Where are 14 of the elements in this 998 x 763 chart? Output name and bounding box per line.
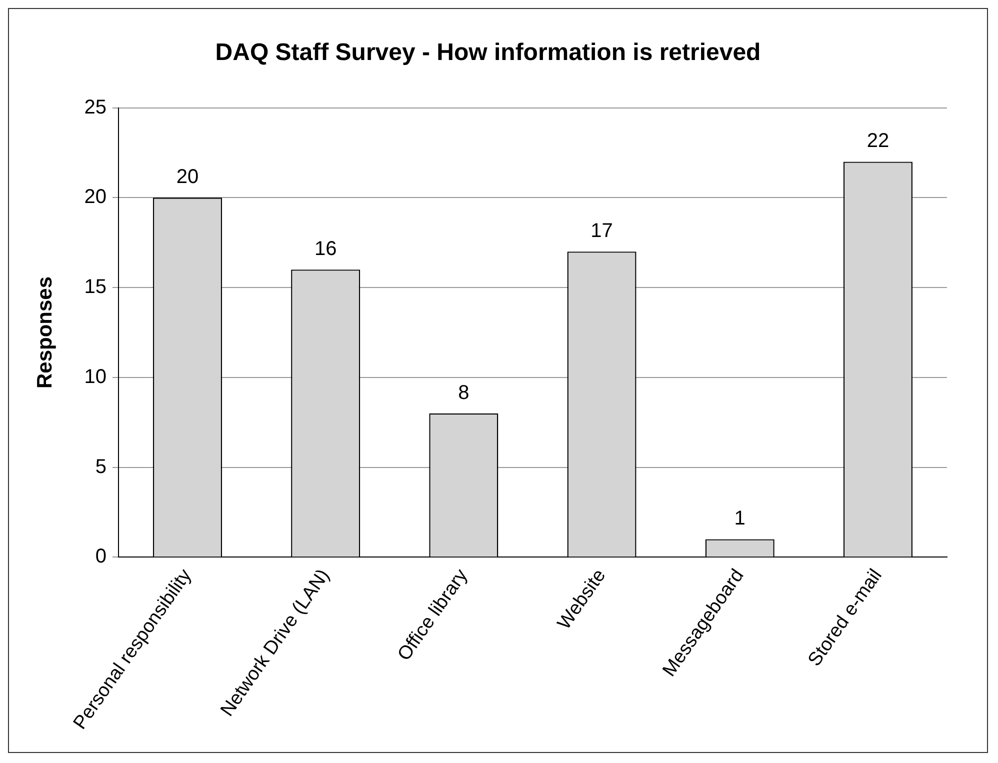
y-tick-label: 15 <box>84 276 106 298</box>
y-tick-label: 25 <box>84 96 106 118</box>
data-label: 17 <box>590 220 613 242</box>
data-label: 22 <box>866 130 890 152</box>
data-label: 1 <box>734 508 746 530</box>
y-tick-label: 10 <box>84 366 106 388</box>
data-label: 8 <box>458 382 470 404</box>
data-label: 16 <box>314 238 337 260</box>
y-tick-label: 0 <box>95 546 106 568</box>
y-tick-label: 20 <box>84 186 106 208</box>
y-tick-label: 5 <box>95 456 106 478</box>
chart-title: DAQ Staff Survey - How information is retrieved <box>215 39 761 66</box>
y-axis-title: Responses <box>33 276 56 389</box>
data-label: 20 <box>176 166 199 188</box>
